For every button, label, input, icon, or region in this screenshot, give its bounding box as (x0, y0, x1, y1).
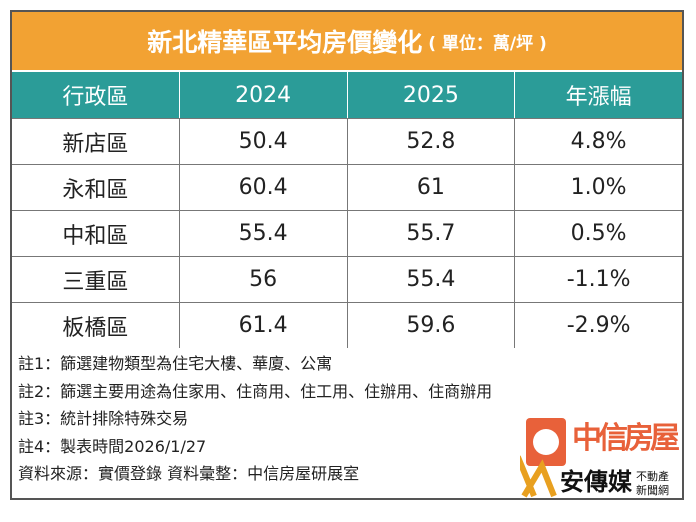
column-header: 年漲幅 (565, 85, 632, 110)
table-card: 新北精華區平均房價變化( 單位：萬/坪 ) 行政區 2024 2025 年漲幅 新店區… (10, 10, 684, 500)
table-cell: 61.4 (180, 303, 348, 348)
logo-icon (533, 429, 559, 455)
column-header: 2024 (180, 72, 348, 118)
table-cell: 新店區 (12, 119, 180, 164)
unit: ( 單位：萬/坪 ) (428, 33, 547, 54)
table-cell: 1.0% (570, 175, 627, 200)
table-cell: 4.8% (570, 129, 627, 154)
table-row: 中和區 55.4 55.7 0.5% (12, 210, 682, 256)
logo-text: 中信房屋 (572, 421, 680, 456)
table-row: 三重區 56 55.4 -1.1% (12, 256, 682, 302)
watermark-sub: 不動產 (636, 469, 669, 483)
watermark-name: 安傳媒 (560, 468, 633, 496)
title-bar: 新北精華區平均房價變化( 單位：萬/坪 ) (12, 12, 682, 70)
table-cell: -1.1% (566, 267, 631, 292)
title: 新北精華區平均房價變化 (147, 28, 423, 57)
table-cell: 55.4 (180, 211, 348, 256)
note: 註3：統計排除特殊交易 (18, 409, 189, 428)
note: 註2：篩選主要用途為住家用、住商用、住工用、住辦用、住商辦用 (18, 381, 493, 401)
table-cell: 板橋區 (12, 303, 180, 348)
table-row: 板橋區 61.4 59.6 -2.9% (12, 302, 682, 348)
table-cell: 60.4 (180, 165, 348, 210)
column-header: 行政區 (12, 72, 180, 118)
table-cell: 0.5% (570, 221, 627, 246)
watermark-icon (520, 455, 557, 498)
table-cell: 56 (180, 257, 348, 302)
table-cell: 中和區 (12, 211, 180, 256)
note: 註1：篩選建物類型為住宅大樓、華廈、公寓 (18, 354, 333, 373)
watermark-sub: 新聞網 (636, 483, 669, 497)
note: 註4：製表時間2026/1/27 (18, 436, 207, 456)
table-cell: 永和區 (12, 165, 180, 210)
note: 資料來源：實價登錄 資料彙整：中信房屋研展室 (18, 464, 360, 483)
notes: 註1：篩選建物類型為住宅大樓、華廈、公寓註2：篩選主要用途為住家用、住商用、住工… (18, 350, 492, 488)
table-cell: -2.9% (566, 313, 631, 338)
logos: 中信房屋 安傳媒 不動產 新聞網 (520, 418, 680, 498)
table-cell: 55.7 (348, 211, 516, 256)
table-row: 永和區 60.4 61 1.0% (12, 164, 682, 210)
table-cell: 55.4 (348, 257, 516, 302)
table-cell: 61 (348, 165, 516, 210)
table-cell: 52.8 (348, 119, 516, 164)
table-row: 新店區 50.4 52.8 4.8% (12, 118, 682, 164)
header-row: 行政區 2024 2025 年漲幅 (12, 72, 682, 118)
table-cell: 59.6 (348, 303, 516, 348)
column-header: 2025 (348, 72, 516, 118)
table-cell: 50.4 (180, 119, 348, 164)
table-cell: 三重區 (12, 257, 180, 302)
